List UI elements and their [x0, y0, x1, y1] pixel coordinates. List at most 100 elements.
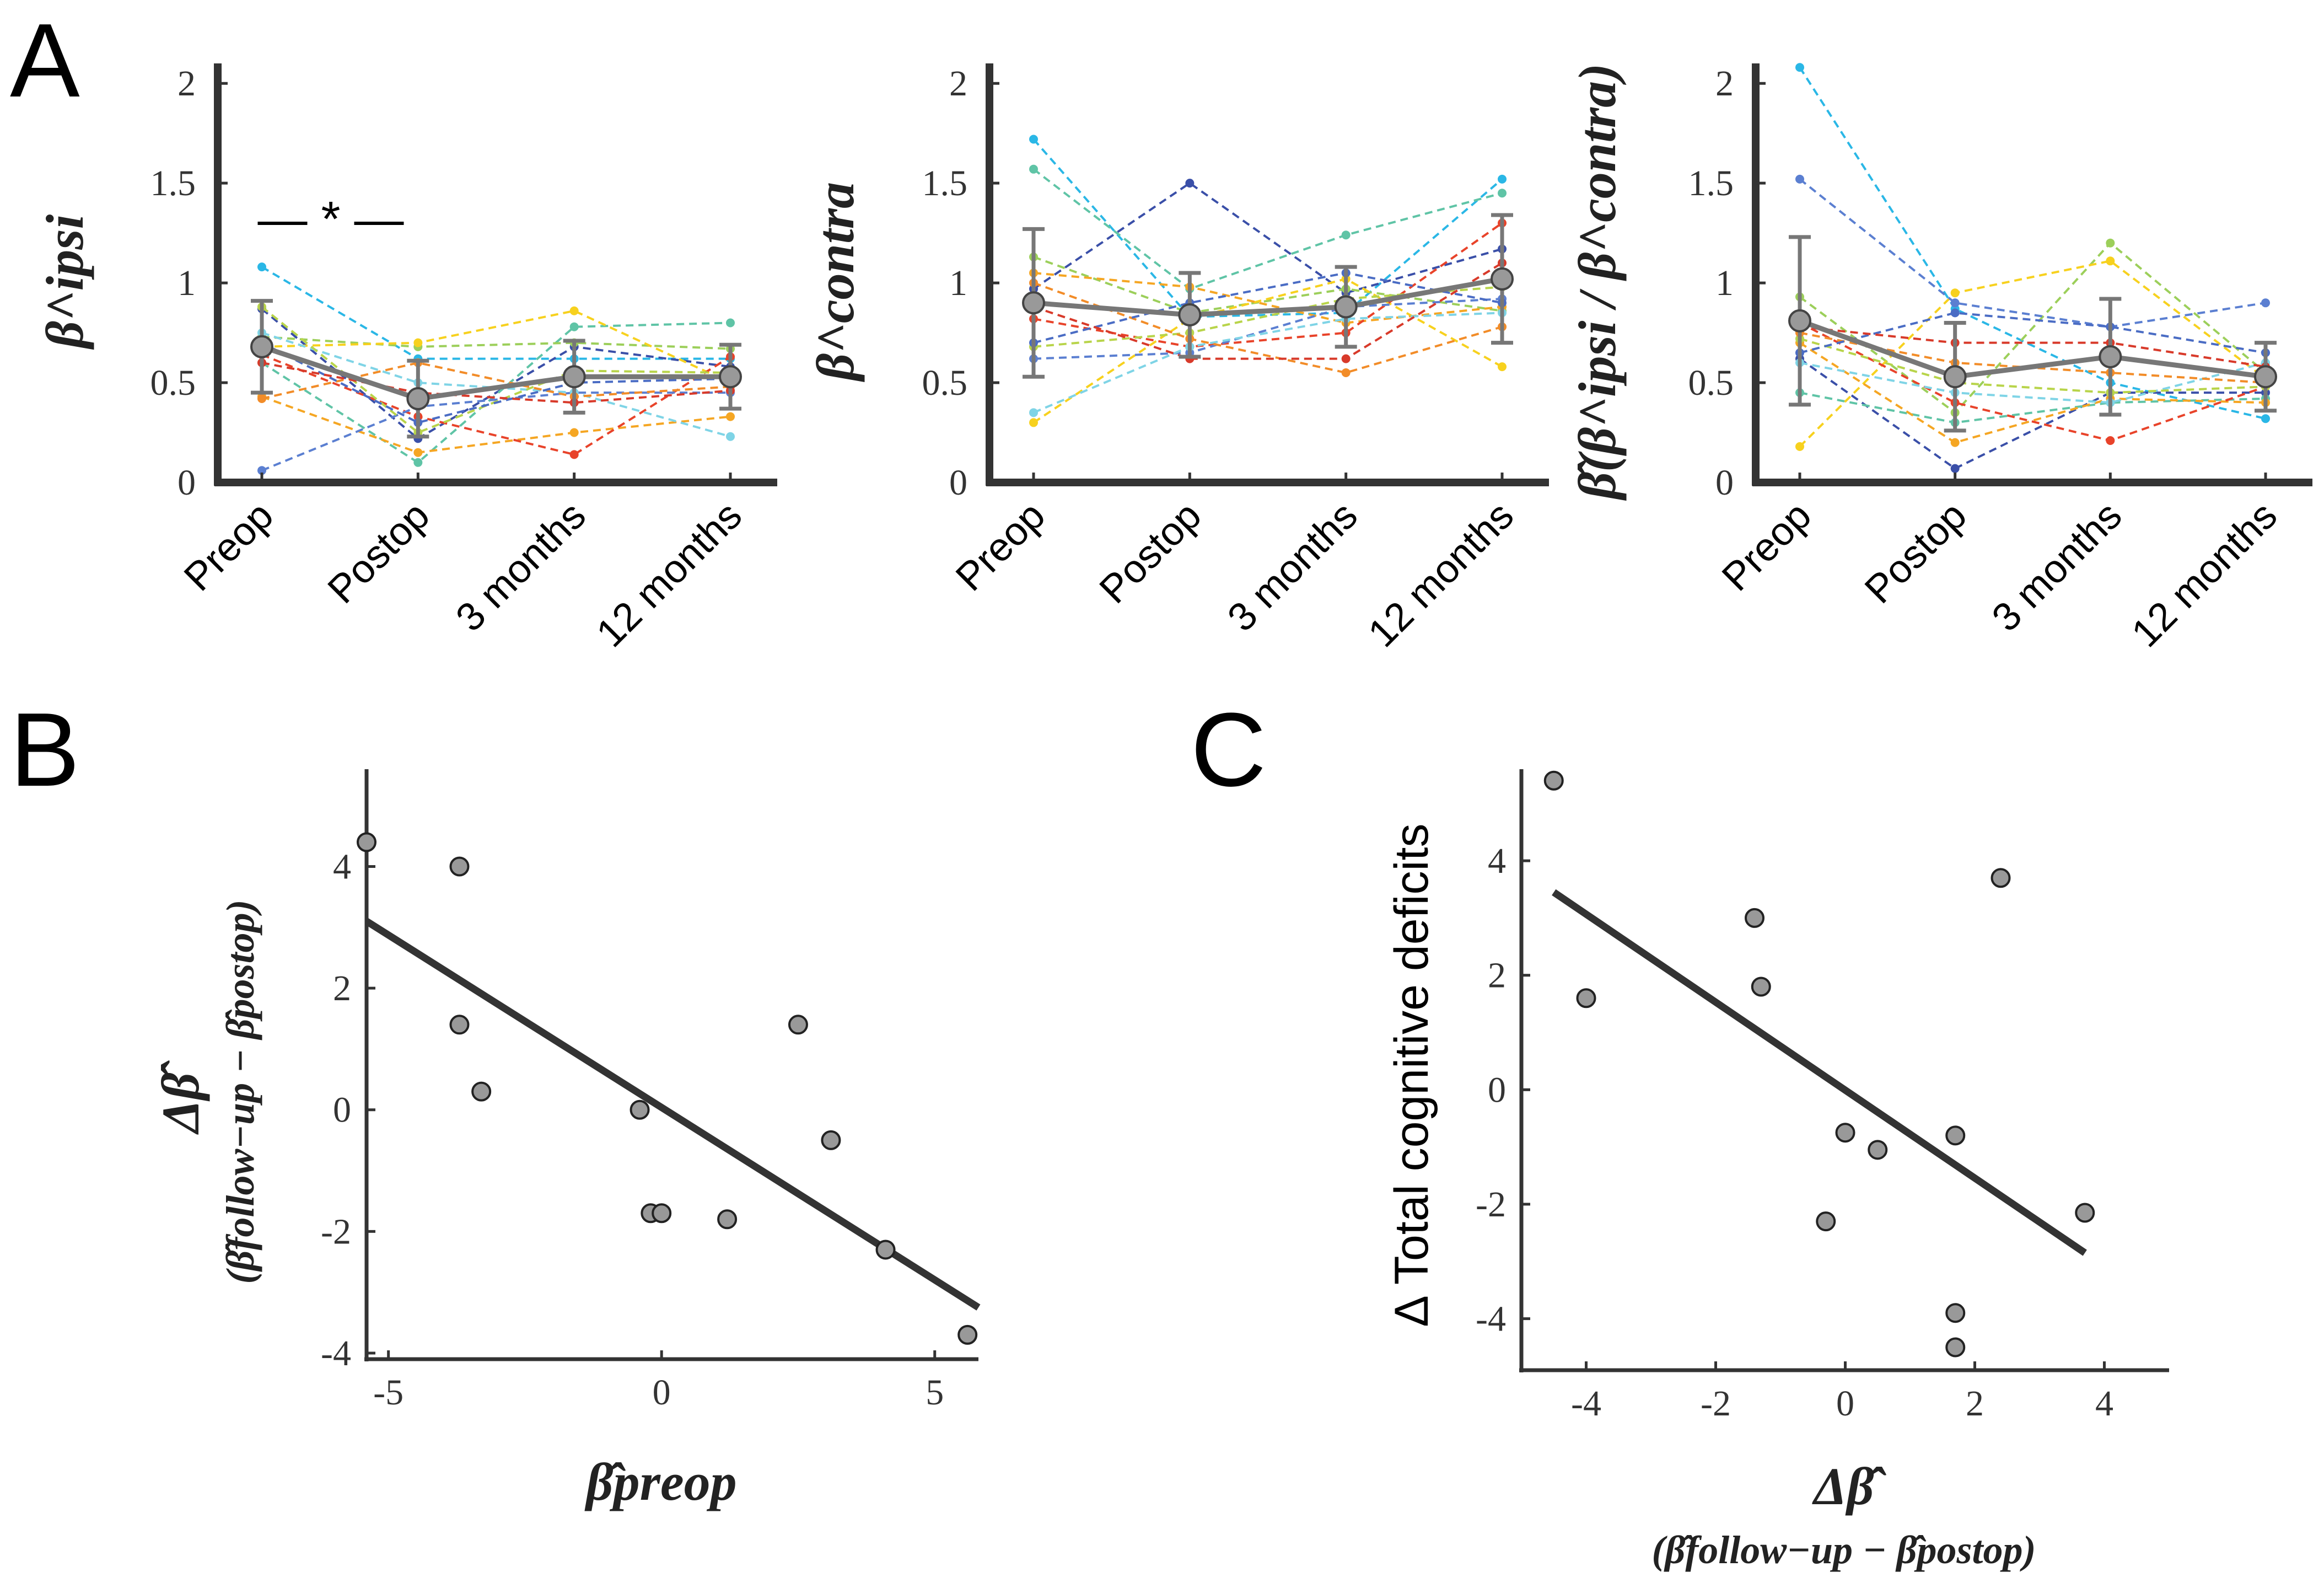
- y-tick-label: 1.5: [150, 163, 196, 203]
- data-point: [449, 856, 470, 877]
- subject-point: [569, 428, 579, 437]
- data-point: [1543, 770, 1564, 791]
- x-tick-label: 5: [926, 1372, 944, 1413]
- y-tick-label: 4: [1488, 841, 1506, 881]
- subject-line: [1032, 168, 1503, 291]
- data-point: [449, 1015, 470, 1035]
- mean-point: [250, 335, 273, 358]
- subject-point: [726, 318, 735, 328]
- subject-line: [1799, 391, 2266, 424]
- y-tick-label: 0: [177, 463, 196, 503]
- x-tick-label: Preop: [948, 493, 1053, 599]
- data-point: [471, 1081, 492, 1102]
- data-point: [1945, 1125, 1966, 1146]
- y-axis-label: Δβ̂: [151, 1060, 210, 1135]
- y-tick-label: 2: [949, 63, 967, 104]
- data-point: [1991, 868, 2011, 888]
- subject-point: [1950, 438, 1960, 447]
- x-axis-label: Δβ̂: [1811, 1457, 1886, 1516]
- x-tick-label: 3 months: [448, 493, 594, 640]
- y-tick-label: 0: [1488, 1070, 1506, 1110]
- subject-point: [1029, 135, 1038, 144]
- data-point: [2075, 1203, 2095, 1223]
- data-point: [1868, 1140, 1888, 1160]
- y-tick-label: 0: [1715, 463, 1734, 503]
- subject-point: [1498, 189, 1507, 198]
- subject-point: [726, 412, 735, 421]
- subject-line: [1799, 337, 2266, 394]
- subject-line: [1032, 277, 1503, 424]
- x-tick-label: -4: [1571, 1383, 1601, 1424]
- subject-line: [1033, 312, 1503, 414]
- subject-line: [261, 308, 731, 440]
- subject-point: [413, 448, 423, 457]
- subject-line: [1799, 241, 2267, 415]
- subject-point: [1498, 362, 1507, 372]
- subject-point: [569, 450, 579, 459]
- data-point: [1745, 908, 1764, 928]
- regression-line: [364, 918, 981, 1311]
- mean-point: [406, 387, 430, 410]
- subject-line: [261, 335, 731, 350]
- subject-line: [261, 266, 730, 360]
- x-tick-label: -2: [1701, 1383, 1731, 1424]
- data-point: [821, 1130, 841, 1150]
- y-tick-label: 1: [177, 263, 196, 303]
- subject-line: [1032, 181, 1503, 294]
- subject-line: [1033, 262, 1503, 360]
- y-tick-label: 0: [949, 463, 967, 503]
- data-point: [875, 1240, 896, 1260]
- subject-point: [2261, 414, 2270, 423]
- subject-point: [1341, 354, 1351, 363]
- data-point: [1945, 1337, 1966, 1358]
- subject-line: [261, 341, 731, 424]
- data-point: [717, 1209, 738, 1230]
- subject-line: [1799, 341, 2266, 444]
- mean-point: [719, 365, 742, 389]
- subject-line: [261, 391, 730, 472]
- subject-line: [1799, 260, 2267, 448]
- x-axis-sublabel: (β̂follow−up − β̂postop): [1651, 1528, 2036, 1572]
- subject-line: [1799, 361, 2266, 404]
- x-tick-label: Preop: [176, 493, 282, 599]
- subject-line: [1032, 138, 1503, 318]
- y-tick-label: 2: [1488, 956, 1506, 996]
- subject-line: [1799, 321, 2266, 442]
- y-tick-label: 0.5: [922, 363, 968, 403]
- significance-marker: — * —: [257, 192, 404, 247]
- subject-point: [1029, 408, 1038, 417]
- y-tick-label: 2: [1715, 63, 1734, 104]
- mean-point: [562, 365, 586, 389]
- x-tick-label: Preop: [1714, 493, 1820, 599]
- panel-label-b: B: [10, 691, 80, 808]
- x-tick-label: 4: [2095, 1383, 2113, 1424]
- y-tick-label: 1: [949, 263, 967, 303]
- mean-point: [2099, 345, 2122, 368]
- y-axis-label: β̂(β^ipsi / β^contra): [1568, 63, 1627, 501]
- subject-line: [261, 361, 731, 400]
- subject-line: [1033, 271, 1503, 344]
- data-point: [1751, 977, 1771, 997]
- x-tick-label: 3 months: [1219, 493, 1366, 640]
- y-tick-label: 4: [333, 846, 351, 887]
- x-tick-label: -5: [373, 1372, 404, 1413]
- subject-line: [1799, 357, 2266, 470]
- subject-point: [413, 458, 423, 467]
- subject-line: [261, 321, 731, 464]
- subject-point: [1029, 418, 1038, 427]
- subject-line: [1033, 298, 1503, 360]
- y-tick-label: 2: [177, 63, 196, 104]
- x-tick-label: 0: [653, 1372, 671, 1413]
- subject-point: [2261, 298, 2270, 308]
- regression-line: [1552, 889, 2087, 1256]
- data-point: [1576, 988, 1596, 1008]
- subject-line: [1799, 312, 2266, 354]
- data-point: [788, 1015, 808, 1035]
- subject-point: [257, 394, 266, 403]
- chart-deficits-vs-delta-beta: -4 -2 0 2 4 -4 -2 0 2 4 Δ Total cognitive deficit…: [1385, 769, 2169, 1572]
- subject-point: [2106, 256, 2115, 266]
- y-tick-label: 0: [333, 1090, 351, 1130]
- subject-point: [1950, 308, 1960, 318]
- chart-delta-beta-vs-preop: -4 -2 0 2 4 -5 0 5 Δβ̂ (β̂follow−up − β̂postop)…: [151, 769, 981, 1511]
